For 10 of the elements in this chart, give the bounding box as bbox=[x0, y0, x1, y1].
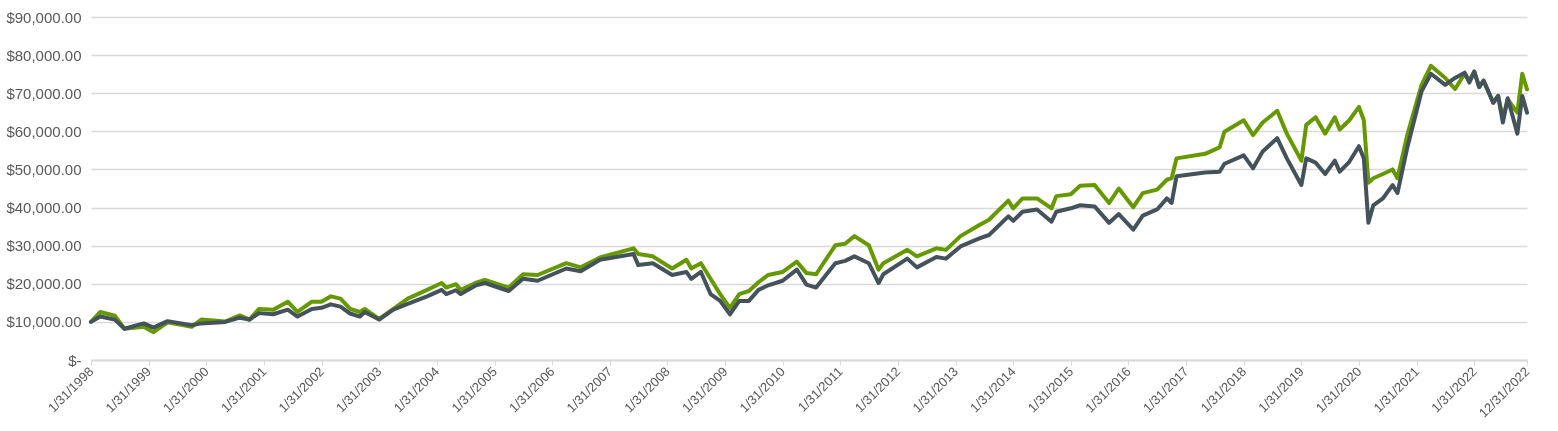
y-tick-label: $80,000.00 bbox=[6, 46, 82, 64]
y-tick-label: $50,000.00 bbox=[6, 160, 82, 178]
y-tick-label: $70,000.00 bbox=[6, 84, 82, 102]
y-tick-label: $60,000.00 bbox=[6, 122, 82, 140]
y-tick-label: $30,000.00 bbox=[6, 237, 82, 255]
y-tick-label: $20,000.00 bbox=[6, 275, 82, 293]
y-tick-label: $- bbox=[68, 351, 82, 369]
y-tick-label: $90,000.00 bbox=[6, 8, 82, 26]
y-tick-label: $10,000.00 bbox=[6, 313, 82, 331]
y-tick-label: $40,000.00 bbox=[6, 199, 82, 217]
